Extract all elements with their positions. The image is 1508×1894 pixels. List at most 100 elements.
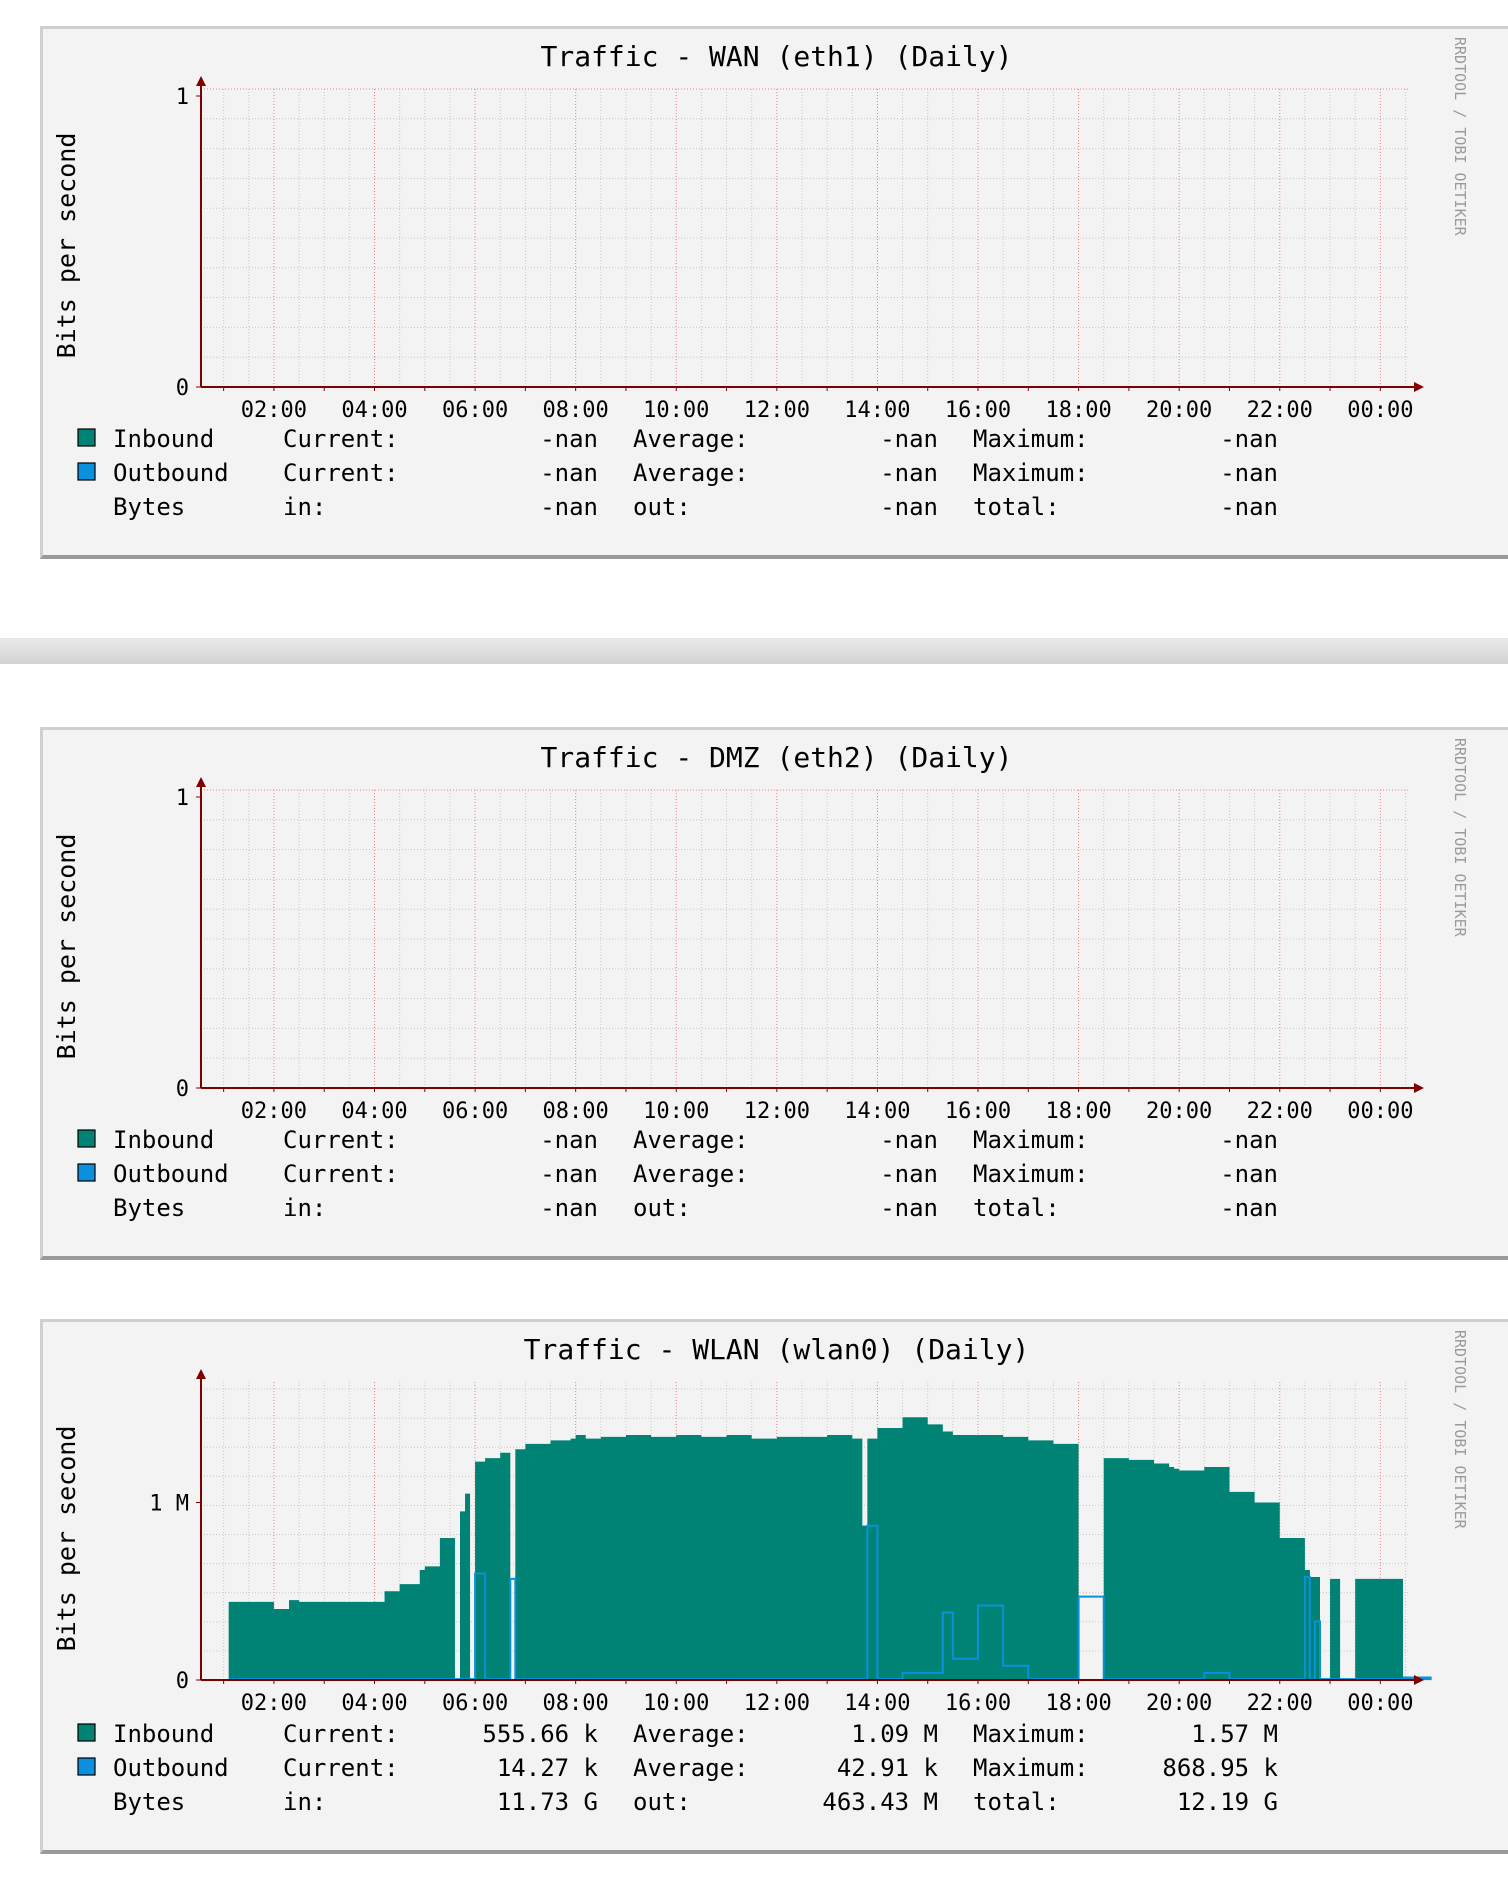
legend-label: Maximum:	[973, 459, 1089, 487]
chart-svg: Traffic - WLAN (wlan0) (Daily) Bits per s…	[52, 1330, 1469, 1816]
legend-label: Maximum:	[973, 425, 1089, 453]
x-tick-label: 00:00	[1347, 398, 1413, 423]
legend-value: 555.66 k	[482, 1720, 598, 1748]
legend-label: Maximum:	[973, 1754, 1089, 1782]
legend-series-name: Bytes	[113, 1788, 185, 1816]
x-tick-label: 18:00	[1045, 398, 1111, 423]
legend-value: 12.19 G	[1177, 1788, 1278, 1816]
x-tick-label: 00:00	[1347, 1099, 1413, 1124]
grid-lines	[201, 88, 1408, 388]
legend-label: total:	[973, 1194, 1060, 1222]
traffic-dmz-graph: Traffic - DMZ (eth2) (Daily) Bits per sec…	[40, 727, 1508, 1260]
y-tick-label: 1	[176, 85, 189, 110]
legend-value: 1.57 M	[1191, 1720, 1278, 1748]
legend-value: -nan	[540, 1160, 598, 1188]
x-tick-label: 08:00	[543, 1691, 609, 1716]
legend-series-name: Bytes	[113, 1194, 185, 1222]
y-axis-label: Bits per second	[52, 1426, 81, 1652]
x-tick-label: 16:00	[945, 1099, 1011, 1124]
legend-label: Maximum:	[973, 1126, 1089, 1154]
x-tick-label: 02:00	[241, 1691, 307, 1716]
outbound-swatch	[77, 1757, 96, 1776]
legend-value: -nan	[1220, 493, 1278, 521]
y-tick-label: 0	[176, 1077, 189, 1102]
legend-value: -nan	[880, 425, 938, 453]
legend-label: Current:	[283, 459, 399, 487]
legend-label: total:	[973, 493, 1060, 521]
legend-value: -nan	[1220, 1160, 1278, 1188]
legend-label: in:	[283, 1788, 326, 1816]
inbound-swatch	[77, 428, 96, 447]
chart-svg: Traffic - DMZ (eth2) (Daily) Bits per sec…	[52, 738, 1469, 1222]
legend-value: -nan	[540, 425, 598, 453]
x-tick-label: 12:00	[744, 398, 810, 423]
y-axis-label: Bits per second	[52, 133, 81, 359]
legend-label: Average:	[633, 1720, 749, 1748]
x-tick-label: 18:00	[1045, 1099, 1111, 1124]
legend-value: -nan	[1220, 1126, 1278, 1154]
x-tick-label: 10:00	[643, 1691, 709, 1716]
legend-label: in:	[283, 493, 326, 521]
y-axis-arrow	[196, 1369, 206, 1379]
watermark-text: RRDTOOL / TOBI OETIKER	[1451, 37, 1469, 237]
x-tick-label: 06:00	[442, 1099, 508, 1124]
y-tick-label: 0	[176, 376, 189, 401]
outbound-swatch	[77, 1163, 96, 1182]
legend-value: -nan	[880, 1194, 938, 1222]
legend-label: Current:	[283, 425, 399, 453]
x-tick-label: 06:00	[442, 398, 508, 423]
y-axis-label: Bits per second	[52, 834, 81, 1060]
chart-title: Traffic - DMZ (eth2) (Daily)	[540, 741, 1012, 774]
legend-value: -nan	[1220, 1194, 1278, 1222]
legend-label: Maximum:	[973, 1160, 1089, 1188]
x-axis-arrow	[1414, 1083, 1424, 1093]
legend-series-name: Inbound	[113, 1720, 214, 1748]
x-tick-label: 02:00	[241, 398, 307, 423]
legend-value: -nan	[880, 493, 938, 521]
legend-series-name: Outbound	[113, 1754, 229, 1782]
legend-label: Current:	[283, 1126, 399, 1154]
legend-value: -nan	[1220, 425, 1278, 453]
legend-label: out:	[633, 1194, 691, 1222]
legend-value: 868.95 k	[1162, 1754, 1278, 1782]
x-tick-label: 16:00	[945, 1691, 1011, 1716]
legend-value: -nan	[540, 459, 598, 487]
x-tick-label: 02:00	[241, 1099, 307, 1124]
legend-label: Current:	[283, 1720, 399, 1748]
watermark-text: RRDTOOL / TOBI OETIKER	[1451, 1330, 1469, 1530]
legend-label: out:	[633, 493, 691, 521]
x-tick-label: 06:00	[442, 1691, 508, 1716]
x-tick-label: 20:00	[1146, 398, 1212, 423]
legend-series-name: Inbound	[113, 1126, 214, 1154]
legend-value: -nan	[540, 1126, 598, 1154]
legend-label: Average:	[633, 425, 749, 453]
x-axis-arrow	[1414, 1675, 1424, 1685]
x-tick-label: 12:00	[744, 1691, 810, 1716]
traffic-wan-graph: Traffic - WAN (eth1) (Daily) Bits per sec…	[40, 26, 1508, 559]
legend-series-name: Outbound	[113, 459, 229, 487]
inbound-area	[228, 1417, 1431, 1680]
x-tick-label: 10:00	[643, 398, 709, 423]
legend-value: 14.27 k	[497, 1754, 599, 1782]
legend-label: out:	[633, 1788, 691, 1816]
legend-label: in:	[283, 1194, 326, 1222]
legend-value: -nan	[1220, 459, 1278, 487]
outbound-swatch	[77, 462, 96, 481]
x-tick-label: 18:00	[1045, 1691, 1111, 1716]
chart-svg: Traffic - WAN (eth1) (Daily) Bits per sec…	[52, 37, 1469, 521]
y-axis-arrow	[196, 76, 206, 86]
legend-label: Current:	[283, 1160, 399, 1188]
x-tick-label: 14:00	[844, 1099, 910, 1124]
x-tick-label: 22:00	[1247, 1691, 1313, 1716]
traffic-wlan-graph: Traffic - WLAN (wlan0) (Daily) Bits per s…	[40, 1319, 1508, 1854]
legend-value: 11.73 G	[497, 1788, 598, 1816]
legend-value: -nan	[880, 1126, 938, 1154]
x-tick-label: 22:00	[1247, 398, 1313, 423]
chart-title: Traffic - WAN (eth1) (Daily)	[540, 40, 1012, 73]
x-tick-label: 20:00	[1146, 1691, 1212, 1716]
x-tick-label: 04:00	[341, 1691, 407, 1716]
legend-label: Average:	[633, 459, 749, 487]
legend-value: 463.43 M	[822, 1788, 938, 1816]
legend-value: 42.91 k	[837, 1754, 939, 1782]
x-tick-label: 12:00	[744, 1099, 810, 1124]
